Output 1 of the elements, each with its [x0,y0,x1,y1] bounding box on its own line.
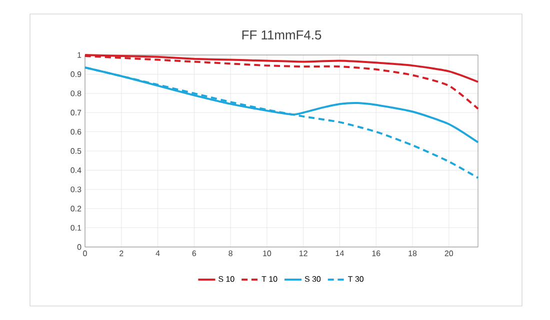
chart-title: FF 11mmF4.5 [242,30,322,40]
